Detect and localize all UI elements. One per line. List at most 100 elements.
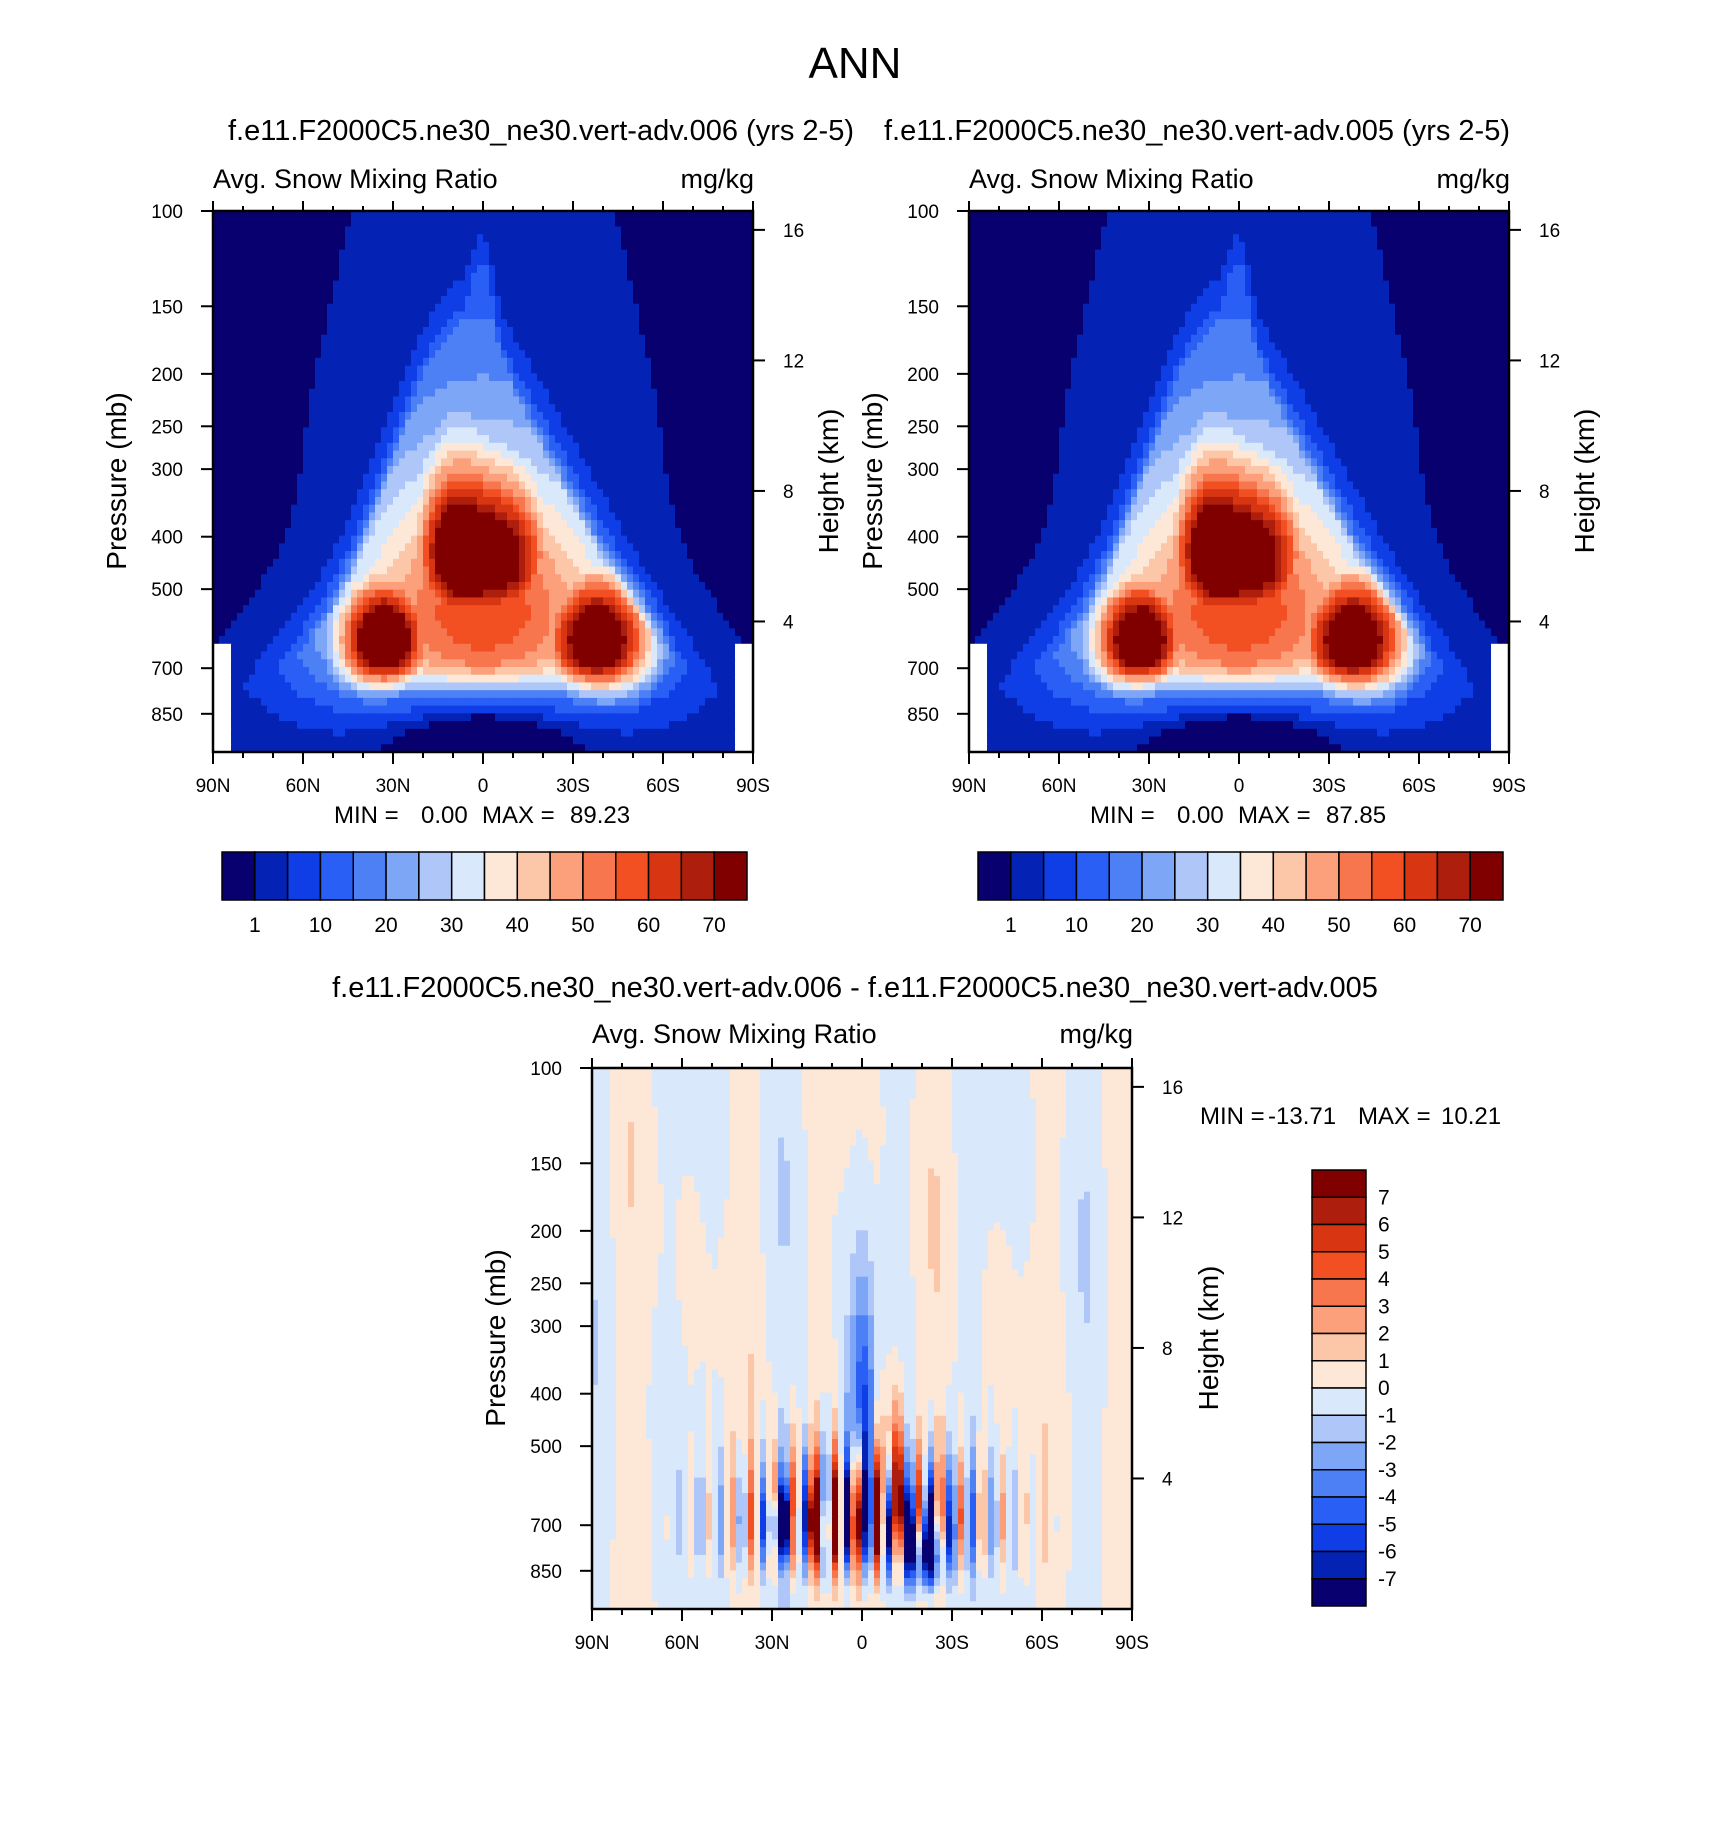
contour-cell	[411, 396, 418, 405]
contour-cell	[657, 628, 664, 637]
contour-cell	[729, 257, 736, 266]
contour-cell	[507, 473, 514, 483]
contour-cell	[639, 504, 646, 514]
contour-cell	[609, 218, 616, 228]
contour-cell	[567, 527, 574, 537]
contour-cell	[747, 419, 754, 428]
contour-cell	[693, 249, 700, 258]
contour-cell	[717, 381, 724, 390]
contour-cell	[579, 326, 586, 336]
contour-cell	[279, 489, 286, 498]
contour-cell	[711, 218, 718, 228]
contour-cell	[537, 404, 544, 413]
contour-cell	[255, 504, 262, 514]
contour-cell	[675, 234, 682, 243]
contour-cell	[225, 404, 232, 413]
contour-cell	[423, 357, 430, 367]
contour-cell	[513, 241, 520, 251]
contour-cell	[297, 574, 304, 583]
contour-cell	[579, 211, 586, 220]
contour-cell	[333, 303, 340, 313]
contour-cell	[411, 388, 418, 398]
contour-cell	[597, 272, 604, 282]
contour-cell	[603, 249, 610, 258]
contour-cell	[615, 404, 622, 413]
contour-cell	[399, 543, 406, 552]
contour-cell	[723, 597, 730, 606]
contour-cell	[231, 381, 238, 390]
contour-cell	[291, 512, 298, 521]
contour-cell	[285, 303, 292, 313]
contour-cell	[309, 504, 316, 514]
contour-cell	[573, 489, 580, 498]
contour-cell	[513, 435, 520, 444]
contour-cell	[459, 241, 466, 251]
contour-cell	[681, 558, 688, 568]
contour-cell	[723, 280, 730, 289]
contour-cell	[585, 620, 592, 629]
contour-cell	[711, 296, 718, 305]
contour-cell	[327, 334, 334, 343]
panel-1-contour-field	[213, 211, 754, 753]
contour-cell	[543, 527, 550, 537]
contour-cell	[627, 211, 634, 220]
contour-cell	[693, 311, 700, 320]
contour-cell	[429, 311, 436, 320]
contour-cell	[639, 342, 646, 351]
contour-cell	[723, 458, 730, 467]
contour-cell	[507, 280, 514, 289]
contour-cell	[309, 303, 316, 313]
contour-cell	[369, 388, 376, 398]
contour-cell	[375, 381, 382, 390]
contour-cell	[237, 458, 244, 467]
contour-cell	[741, 357, 748, 367]
contour-cell	[657, 435, 664, 444]
contour-cell	[639, 612, 646, 622]
contour-cell	[267, 612, 274, 622]
contour-cell	[387, 504, 394, 514]
contour-cell	[525, 628, 532, 637]
contour-cell	[237, 496, 244, 506]
contour-cell	[273, 396, 280, 405]
contour-cell	[465, 311, 472, 320]
contour-cell	[225, 504, 232, 514]
contour-cell	[615, 466, 622, 475]
contour-cell	[651, 411, 658, 421]
contour-cell	[393, 496, 400, 506]
contour-cell	[717, 520, 724, 529]
contour-cell	[243, 350, 250, 359]
contour-cell	[567, 265, 574, 274]
contour-cell	[267, 558, 274, 568]
contour-cell	[243, 435, 250, 444]
contour-cell	[507, 411, 514, 421]
contour-cell	[675, 326, 682, 336]
contour-cell	[567, 551, 574, 560]
contour-cell	[591, 257, 598, 266]
contour-cell	[393, 620, 400, 629]
contour-cell	[255, 388, 262, 398]
contour-cell	[213, 280, 220, 289]
contour-cell	[747, 211, 754, 220]
contour-cell	[213, 234, 220, 243]
contour-cell	[291, 334, 298, 343]
contour-cell	[657, 605, 664, 614]
contour-cell	[585, 319, 592, 328]
contour-cell	[423, 373, 430, 382]
contour-cell	[483, 473, 490, 483]
contour-cell	[339, 234, 346, 243]
contour-cell	[705, 272, 712, 282]
contour-cell	[525, 265, 532, 274]
contour-cell	[399, 435, 406, 444]
contour-cell	[621, 326, 628, 336]
contour-cell	[465, 265, 472, 274]
contour-cell	[543, 558, 550, 568]
contour-cell	[567, 249, 574, 258]
contour-cell	[291, 319, 298, 328]
contour-cell	[651, 342, 658, 351]
contour-cell	[687, 342, 694, 351]
contour-cell	[387, 473, 394, 483]
contour-cell	[357, 226, 364, 235]
contour-cell	[663, 535, 670, 544]
contour-cell	[465, 620, 472, 629]
contour-cell	[705, 296, 712, 305]
